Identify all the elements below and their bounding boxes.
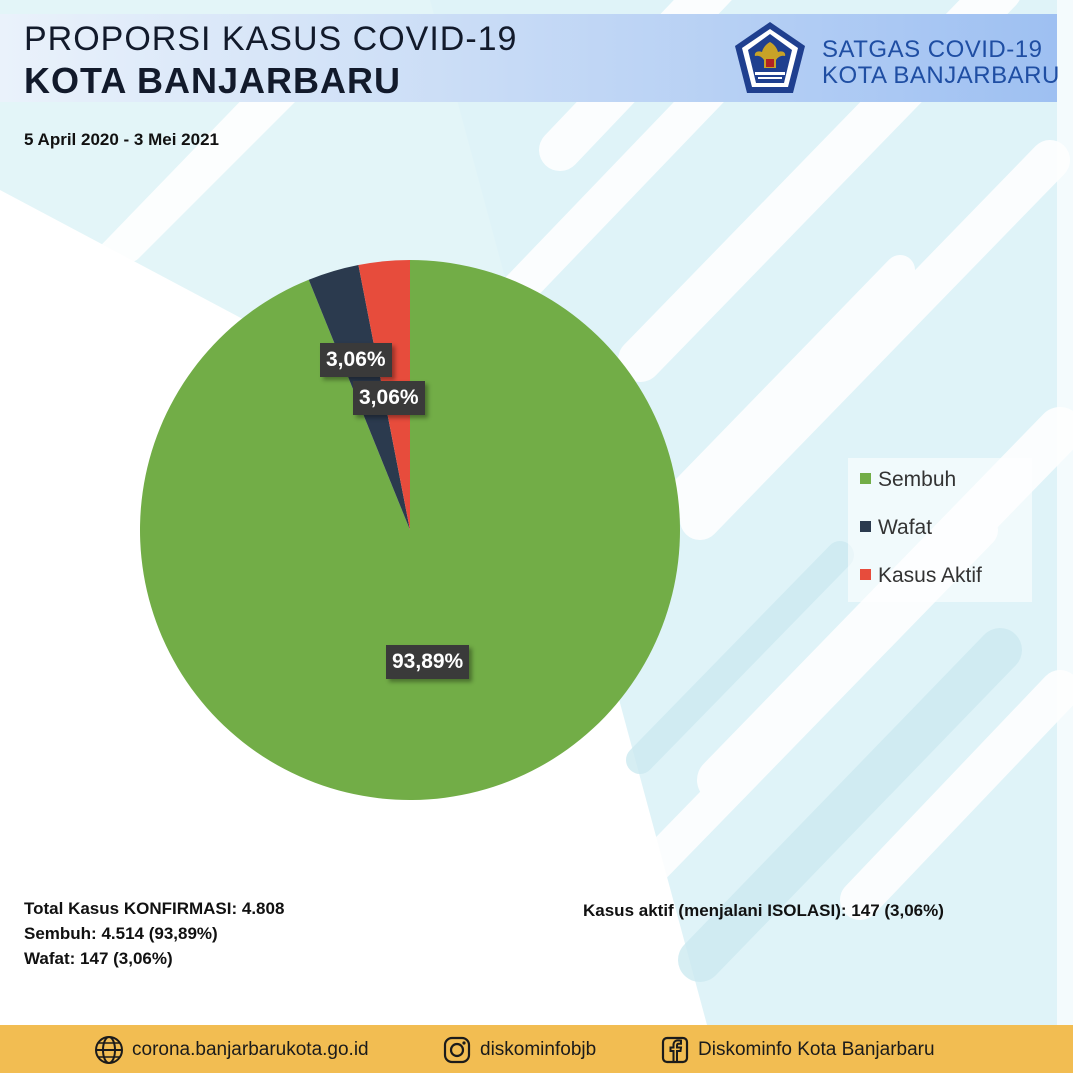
garuda-shield-logo xyxy=(735,22,805,93)
footer-bar: corona.banjarbarukota.go.id diskominfobj… xyxy=(0,1025,1073,1073)
instagram-icon xyxy=(443,1036,471,1064)
data-label-kasus-aktif: 3,06% xyxy=(353,381,425,415)
legend-swatch-sembuh xyxy=(860,473,871,484)
page-title-line1: PROPORSI KASUS COVID-19 xyxy=(24,20,518,58)
title-band xyxy=(0,14,1057,102)
data-label-wafat: 3,06% xyxy=(320,343,392,377)
page-title-line2: KOTA BANJARBARU xyxy=(24,60,401,101)
legend-item-wafat: Wafat xyxy=(860,516,932,540)
stat-recovered: Sembuh: 4.514 (93,89%) xyxy=(24,924,218,943)
globe-icon xyxy=(95,1036,123,1064)
footer-facebook-link[interactable]: Diskominfo Kota Banjarbaru xyxy=(660,1035,935,1065)
footer-website-link[interactable]: corona.banjarbarukota.go.id xyxy=(94,1035,369,1065)
footer-instagram-link[interactable]: diskominfobjb xyxy=(442,1035,596,1065)
legend-swatch-kasus-aktif xyxy=(860,569,871,580)
footer-website-text: corona.banjarbarukota.go.id xyxy=(132,1039,369,1060)
legend-item-kasus-aktif: Kasus Aktif xyxy=(860,564,982,588)
pie-slice-sembuh xyxy=(139,260,680,800)
org-name-line1: SATGAS COVID-19 xyxy=(822,36,1043,63)
legend-swatch-wafat xyxy=(860,521,871,532)
date-range: 5 April 2020 - 3 Mei 2021 xyxy=(24,130,219,149)
legend-item-sembuh: Sembuh xyxy=(860,468,956,492)
stat-active-cases: Kasus aktif (menjalani ISOLASI): 147 (3,… xyxy=(583,901,944,920)
legend-label-kasus-aktif: Kasus Aktif xyxy=(878,564,982,587)
data-label-sembuh: 93,89% xyxy=(386,645,470,679)
stat-total-confirmed: Total Kasus KONFIRMASI: 4.808 xyxy=(24,899,285,918)
org-name-line2: KOTA BANJARBARU xyxy=(822,62,1060,89)
legend-label-sembuh: Sembuh xyxy=(878,468,957,491)
facebook-icon xyxy=(661,1036,689,1064)
chart-legend: Sembuh Wafat Kasus Aktif xyxy=(848,458,1032,602)
footer-instagram-text: diskominfobjb xyxy=(480,1039,597,1060)
stat-deaths: Wafat: 147 (3,06%) xyxy=(24,949,173,968)
footer-facebook-text: Diskominfo Kota Banjarbaru xyxy=(698,1039,935,1060)
legend-label-wafat: Wafat xyxy=(878,516,933,539)
